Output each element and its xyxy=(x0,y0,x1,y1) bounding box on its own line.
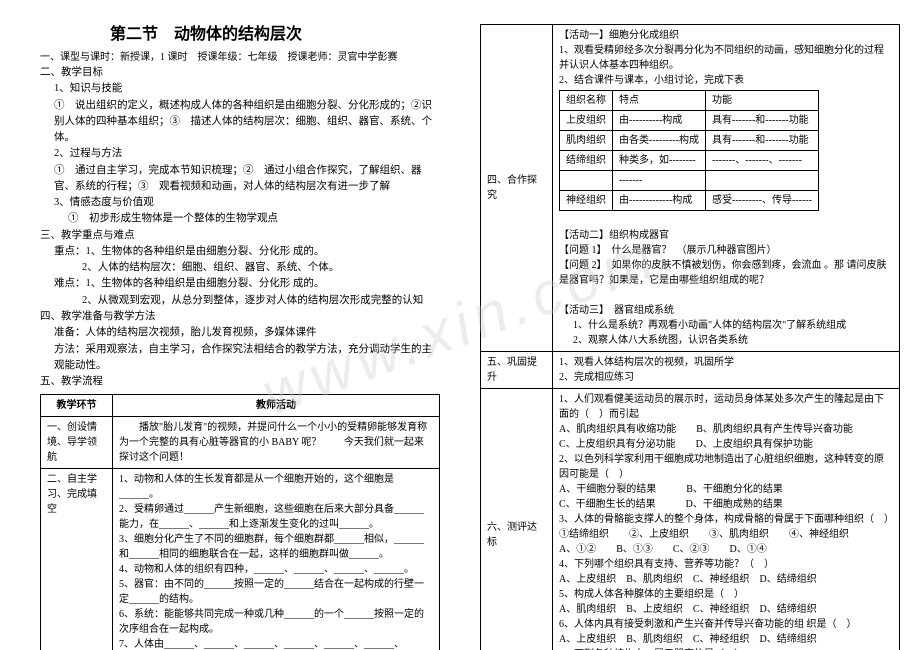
row2-env: 二、自主学习、完成填空 xyxy=(41,469,113,650)
row2-act: 1、动物和人体的生长发育都是从一个细胞开始的，这个细胞是______。 2、受精… xyxy=(113,469,440,650)
ir22: -------、-------、------- xyxy=(705,151,818,171)
ir31: ------- xyxy=(613,171,706,191)
ir21: 种类多，如-------- xyxy=(613,151,706,171)
q2c: C、干细胞生长的结果 xyxy=(559,499,656,510)
act1-step2: 2、结合课件与课本，小组讨论，完成下表 xyxy=(559,73,893,88)
kp-nd2: 2、从微观到宏观，从总分到整体，逐步对人体的结构层次形成完整的认知 xyxy=(40,293,440,309)
act3-q1: 1、什么是系统？再观看小动画"人体的结构层次"了解系统组成 xyxy=(559,318,893,333)
obj3-text: ① 初步形成生物体是一个整体的生物学观点 xyxy=(40,211,440,227)
act1-text: 1、观看受精卵经多次分裂再分化为不同组织的动画，感知细胞分化的过程并认识人体基本… xyxy=(559,43,893,73)
ir30 xyxy=(560,171,613,191)
q3: 3、人体的骨骼能支撑人的整个身体，构成骨骼的骨属于下面哪种组织（ ） xyxy=(559,512,893,527)
r5-1: 1、观看人体结构层次的视频，巩固所学 xyxy=(559,355,893,370)
r2-5: 5、器官：由不同的______按照一定的______结合在一起构成的行壁一定__… xyxy=(119,577,433,607)
left-page: 第二节 动物体的结构层次 一、课型与课时：新授课，1 课时 授课年级：七年级 授… xyxy=(0,0,460,650)
ih2: 功能 xyxy=(705,91,818,111)
obj2-text: ① 通过自主学习，完成本节知识梳理；② 通过小组合作探究，了解组织、器官、系统的… xyxy=(40,163,440,196)
col-env-header: 教学环节 xyxy=(41,395,113,417)
prep: 四、教学准备与教学方法 准备：人体的结构层次视频，胎儿发育视频，多媒体课件 方法… xyxy=(40,309,440,374)
q3a: ①结缔组织 ②、上皮组织 ③、肌肉组织 ④、神经组织 xyxy=(559,527,893,542)
flow-header: 五、教学流程 xyxy=(40,374,440,390)
row4-act: 【活动一】细胞分化成组织 1、观看受精卵经多次分裂再分化为不同组织的动画，感知细… xyxy=(553,25,900,352)
prep-text: 准备：人体的结构层次视频，胎儿发育视频，多媒体课件 xyxy=(40,325,440,341)
act3-title: 【活动三】 器官组成系统 xyxy=(559,303,893,318)
lesson-table-right: 四、合作探究 【活动一】细胞分化成组织 1、观看受精卵经多次分裂再分化为不同组织… xyxy=(480,24,900,650)
ir11: 由各类---------构成 xyxy=(613,131,706,151)
prep-method: 方法：采用观察法，自主学习，合作探究法相结合的教学方法，充分调动学生的主观能动性… xyxy=(40,342,440,375)
col-act-header: 教师活动 xyxy=(113,395,440,417)
act1-title: 【活动一】细胞分化成组织 xyxy=(559,28,893,43)
ir20: 结缔组织 xyxy=(560,151,613,171)
act3-q2: 2、观察人体八大系统图，认识各类系统 xyxy=(559,333,893,348)
q5: 5、构成人体各种腺体的主要组织是（ ） xyxy=(559,587,893,602)
obj2-label: 2、过程与方法 xyxy=(40,146,440,162)
q1: 1、人们观看健美运动员的展示时，运动员身体某处多次产生的隆起是由下面的（ ）而引… xyxy=(559,392,893,422)
q4a: A、上皮组织 B、肌肉组织 C、神经组织 D、结缔组织 xyxy=(559,572,893,587)
r2-3: 3、细胞分化产生了不同的细胞群，每个细胞群都______相似，______和__… xyxy=(119,532,433,562)
r5-2: 2、完成相应练习 xyxy=(559,370,893,385)
lesson-table-left: 教学环节 教师活动 一、创设情境、导学领航 播放"胎儿发育"的视频，并提问什么一… xyxy=(40,394,440,650)
ir41: 由-------------构成 xyxy=(613,191,706,211)
ih0: 组织名称 xyxy=(560,91,613,111)
obj3-label: 3、情感态度与价值观 xyxy=(40,195,440,211)
act2-q2: 【问题 2】 如果你的皮肤不慎被划伤，你会感到疼，会流血 。那 请问皮肤是器官吗… xyxy=(559,258,893,288)
obj1-text: ① 说出组织的定义，概述构成人体的各种组织是由细胞分裂、分化形成的；②识别人体的… xyxy=(40,98,440,147)
obj1-label: 1、知识与技能 xyxy=(40,81,440,97)
ir32 xyxy=(705,171,818,191)
prep-header: 四、教学准备与教学方法 xyxy=(40,309,440,325)
row6-act: 1、人们观看健美运动员的展示时，运动员身体某处多次产生的隆起是由下面的（ ）而引… xyxy=(553,389,900,650)
ir40: 神经组织 xyxy=(560,191,613,211)
q6a: A、上皮组织 B、肌肉组织 C、神经组织 D、结缔组织 xyxy=(559,632,893,647)
q1b: B、肌肉组织具有产生传导兴奋功能 xyxy=(696,424,853,435)
obj-header: 二、教学目标 xyxy=(40,65,440,81)
r2-6: 6、系统：能能够共同完成一种或几种______的一个______按照一定的次序组… xyxy=(119,607,433,637)
q1d: D、上皮组织具有保护功能 xyxy=(696,439,813,450)
q6: 6、人体内具有接受刺激和产生兴奋并传导兴奋功能的组 织是（ ） xyxy=(559,617,893,632)
row5-act: 1、观看人体结构层次的视频，巩固所学 2、完成相应练习 xyxy=(553,352,900,389)
ir02: 具有-------和-------功能 xyxy=(705,111,818,131)
q3b: A、①② B、①③ C、②③ D、①④ xyxy=(559,542,893,557)
row6-env: 六、测评达标 xyxy=(481,389,553,650)
ih1: 特点 xyxy=(613,91,706,111)
q2b: B、干细胞分化的结果 xyxy=(686,484,783,495)
ir01: 由----------构成 xyxy=(613,111,706,131)
row1-act: 播放"胎儿发育"的视频，并提问什么一个小小的受精卵能够发育称为一个完整的具有心脏… xyxy=(113,417,440,469)
act2-title: 【活动二】组织构成器官 xyxy=(559,228,893,243)
q5a: A、肌肉组织 B、上皮组织 C、神经组织 D、结缔组织 xyxy=(559,602,893,617)
row5-env: 五、巩固提升 xyxy=(481,352,553,389)
kp-zd2: 2、人体的结构层次：细胞、组织、器官、系统、个体。 xyxy=(40,260,440,276)
keypoints: 三、教学重点与难点 重点：1、生物体的各种组织是由细胞分裂、分化形 成的。 2、… xyxy=(40,228,440,309)
row1-env: 一、创设情境、导学领航 xyxy=(41,417,113,469)
ir10: 肌肉组织 xyxy=(560,131,613,151)
r2-2: 2、受精卵通过______产生新细胞，这些细胞在后来大部分具备______能力，… xyxy=(119,502,433,532)
q1a: A、肌肉组织具有收缩功能 xyxy=(559,424,676,435)
meta-line: 一、课型与课时：新授课，1 课时 授课年级：七年级 授课老师：灵官中学彭赛 xyxy=(40,50,440,65)
q4: 4、下列哪个组织具有支持、营养等功能？（ ） xyxy=(559,557,893,572)
act2-q1: 【问题 1】 什么是器官？ （展示几种器官图片） xyxy=(559,243,893,258)
objectives: 二、教学目标 1、知识与技能 ① 说出组织的定义，概述构成人体的各种组织是由细胞… xyxy=(40,65,440,228)
r2-7: 7、人体由______、______、______、______、______、… xyxy=(119,637,433,650)
kp-nd: 难点：1、生物体的各种组织是由细胞分裂、分化形 成的。 xyxy=(40,276,440,292)
right-page: 四、合作探究 【活动一】细胞分化成组织 1、观看受精卵经多次分裂再分化为不同组织… xyxy=(460,0,920,650)
row4-env: 四、合作探究 xyxy=(481,25,553,352)
ir00: 上皮组织 xyxy=(560,111,613,131)
r2-4: 4、动物和人体的组织有四种，______、______、______、_____… xyxy=(119,562,433,577)
ir12: 具有-------和-------功能 xyxy=(705,131,818,151)
section-title: 第二节 动物体的结构层次 xyxy=(40,20,440,44)
kp-zd: 重点：1、生物体的各种组织是由细胞分裂、分化形 成的。 xyxy=(40,244,440,260)
r2-1: 1、动物和人体的生长发育都是从一个细胞开始的，这个细胞是______。 xyxy=(119,472,433,502)
q2: 2、以色列科学家利用干细胞成功地制造出了心脏组织细胞，这种转变的原因可能是（ ） xyxy=(559,452,893,482)
kp-header: 三、教学重点与难点 xyxy=(40,228,440,244)
tissue-table: 组织名称 特点 功能 上皮组织由----------构成具有-------和--… xyxy=(559,90,819,211)
q2a: A、干细胞分裂的结果 xyxy=(559,484,656,495)
ir42: 感受---------、传导------ xyxy=(705,191,818,211)
q1c: C、上皮组织具有分泌功能 xyxy=(559,439,676,450)
q2d: D、干细胞成熟的结果 xyxy=(686,499,783,510)
